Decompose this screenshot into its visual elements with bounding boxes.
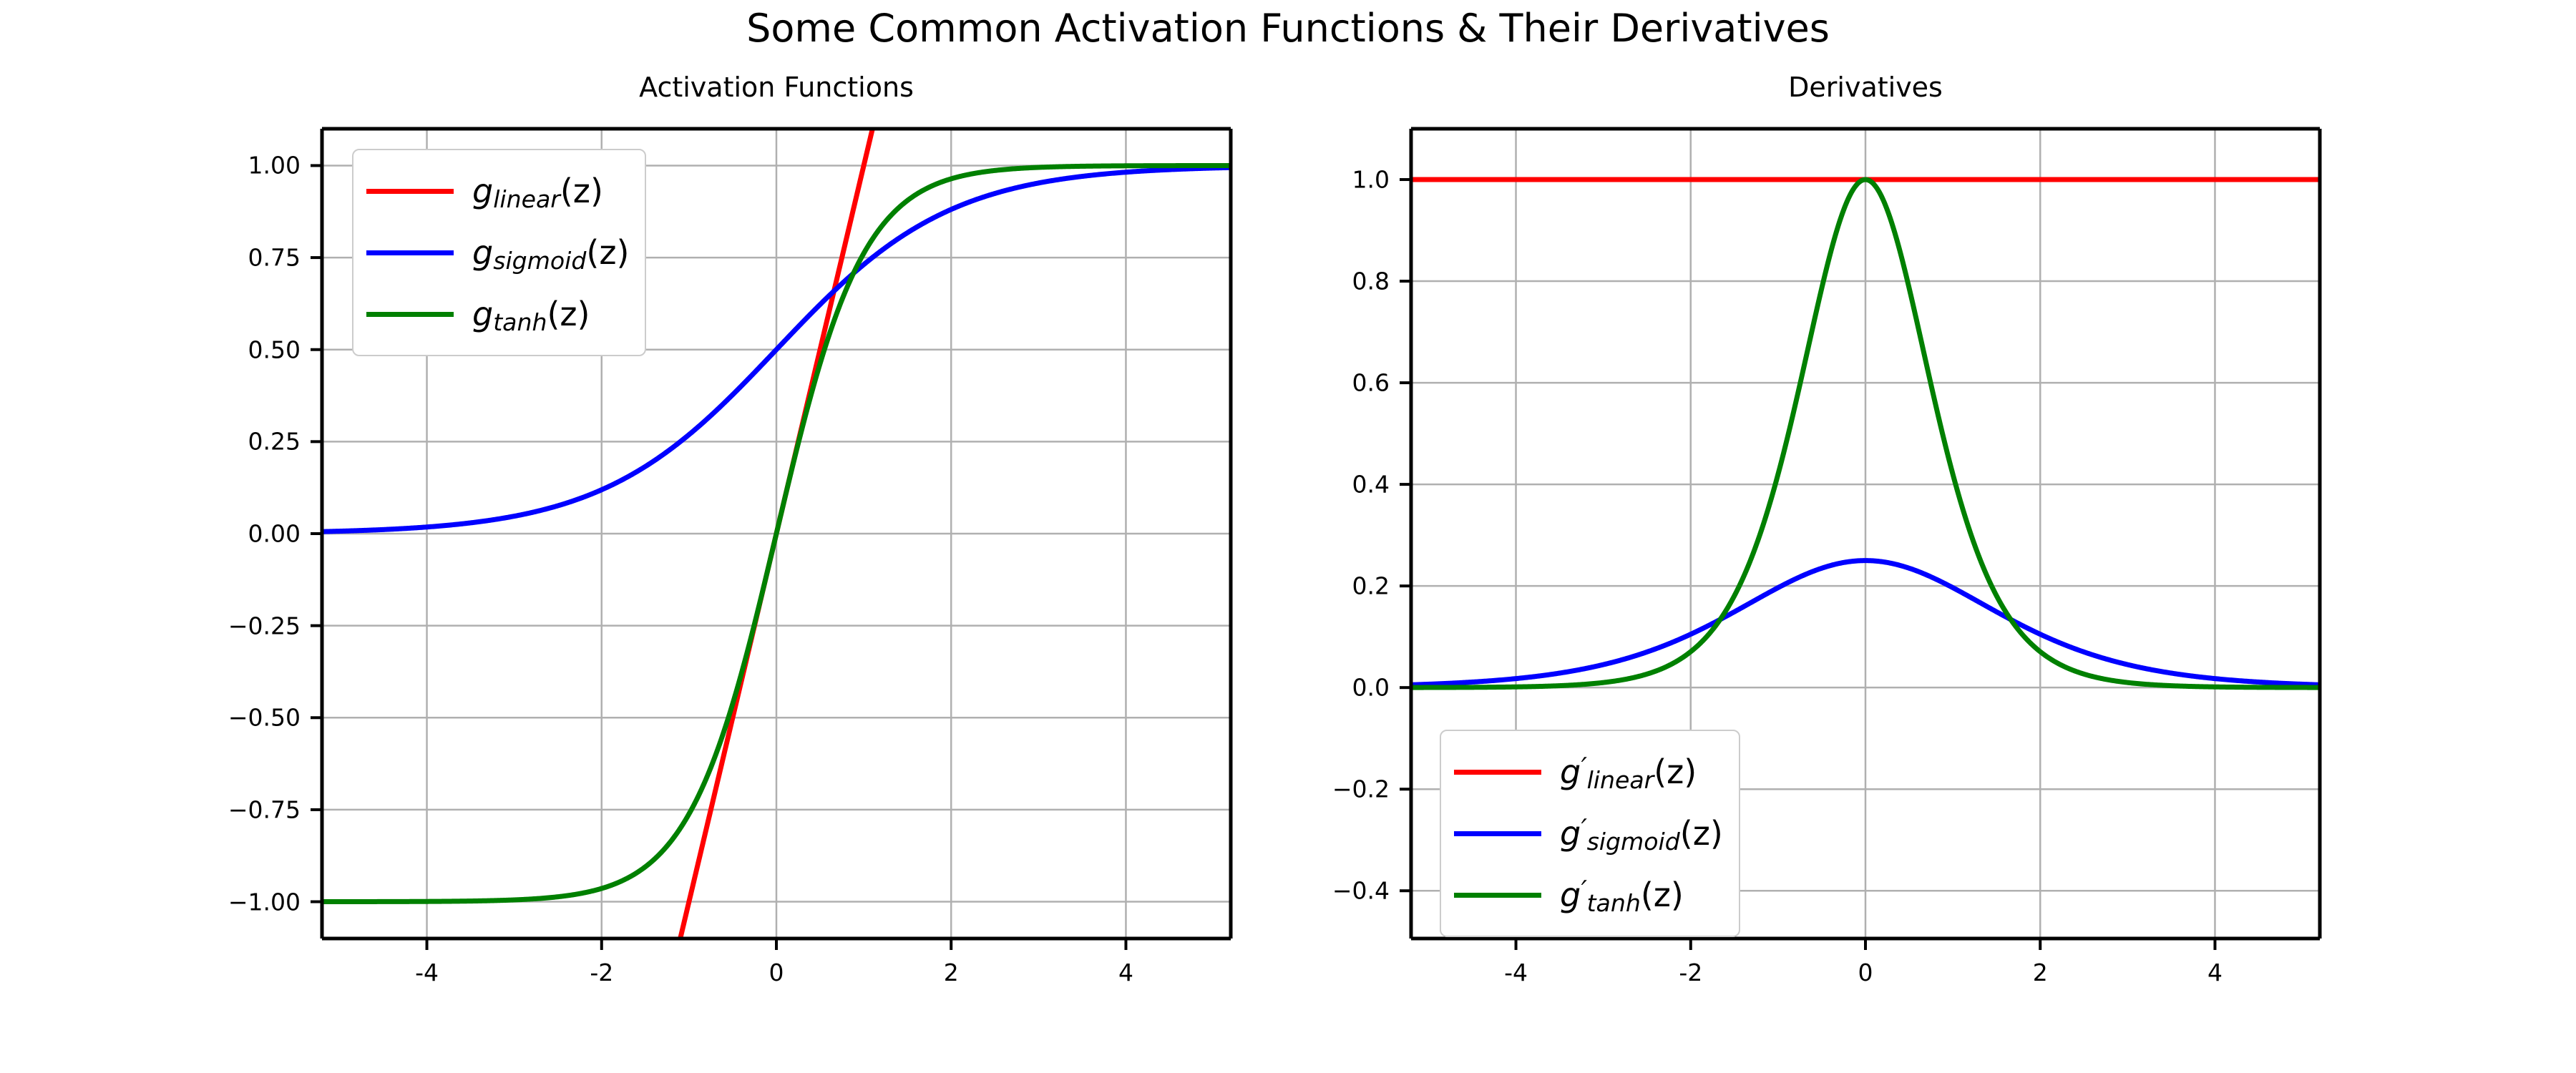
ytick-label: −0.50: [228, 703, 301, 732]
legend-color-swatch: [1454, 892, 1541, 898]
ytick-label: 0.4: [1352, 470, 1390, 499]
legend-item[interactable]: g ′ tanh (z): [1454, 864, 1723, 926]
ytick-label: −0.25: [228, 612, 301, 640]
right-axes-title: Derivatives: [1788, 72, 1943, 103]
legend-item[interactable]: g linear (z): [366, 160, 629, 222]
legend-color-swatch: [366, 311, 454, 317]
legend-label: g sigmoid (z): [472, 233, 630, 275]
xtick-label: 4: [2207, 959, 2223, 986]
series-line-tanh: [322, 162, 1231, 905]
legend-color-swatch: [1454, 769, 1541, 775]
right-plot-svg: [1400, 127, 2322, 950]
ytick-label: 0.00: [248, 519, 301, 548]
xtick-label: -2: [590, 959, 614, 986]
ytick-label: 0.8: [1352, 267, 1390, 295]
series-line-d_sigmoid: [1411, 558, 2320, 687]
series-line-d_tanh: [1411, 177, 2320, 690]
right-legend[interactable]: g ′ linear (z) g ′ sigmoid (z) g ′ tanh (z): [1440, 730, 1740, 937]
figure-suptitle: Some Common Activation Functions & Their…: [746, 6, 1830, 51]
left-legend[interactable]: g linear (z) g sigmoid (z) g tanh (z): [352, 149, 647, 356]
legend-color-swatch: [1454, 831, 1541, 836]
legend-item[interactable]: g sigmoid (z): [366, 222, 629, 283]
ytick-label: −0.2: [1332, 775, 1390, 803]
ytick-label: −0.75: [228, 795, 301, 824]
ytick-label: 0.0: [1352, 673, 1390, 702]
legend-item[interactable]: g tanh (z): [366, 283, 629, 345]
ytick-label: 1.00: [248, 151, 301, 180]
ytick-label: 0.2: [1352, 572, 1390, 600]
xtick-label: 0: [769, 959, 784, 986]
ytick-label: 1.0: [1352, 165, 1390, 194]
xtick-label: 2: [2032, 959, 2048, 986]
ytick-label: −0.4: [1332, 876, 1390, 905]
legend-label: g ′ sigmoid (z): [1560, 813, 1723, 856]
legend-label: g ′ tanh (z): [1560, 874, 1684, 918]
series-line-sigmoid: [322, 165, 1231, 534]
xtick-label: 4: [1118, 959, 1133, 986]
legend-item[interactable]: g ′ linear (z): [1454, 741, 1723, 803]
legend-color-swatch: [366, 250, 454, 255]
legend-item[interactable]: g ′ sigmoid (z): [1454, 803, 1723, 864]
legend-label: g linear (z): [472, 172, 603, 214]
xtick-label: -2: [1679, 959, 1703, 986]
right-axes-panel: [1288, 0, 2576, 1001]
ytick-label: 0.25: [248, 427, 301, 456]
legend-label: g ′ linear (z): [1560, 751, 1697, 795]
ytick-label: −1.00: [228, 888, 301, 916]
xtick-label: -4: [415, 959, 439, 986]
legend-color-swatch: [366, 188, 454, 194]
ytick-label: 0.75: [248, 243, 301, 272]
legend-label: g tanh (z): [472, 295, 590, 337]
xtick-label: 0: [1858, 959, 1873, 986]
ytick-label: 0.6: [1352, 368, 1390, 397]
xtick-label: -4: [1504, 959, 1528, 986]
ytick-label: 0.50: [248, 335, 301, 364]
xtick-label: 2: [943, 959, 959, 986]
left-axes-title: Activation Functions: [639, 72, 914, 103]
